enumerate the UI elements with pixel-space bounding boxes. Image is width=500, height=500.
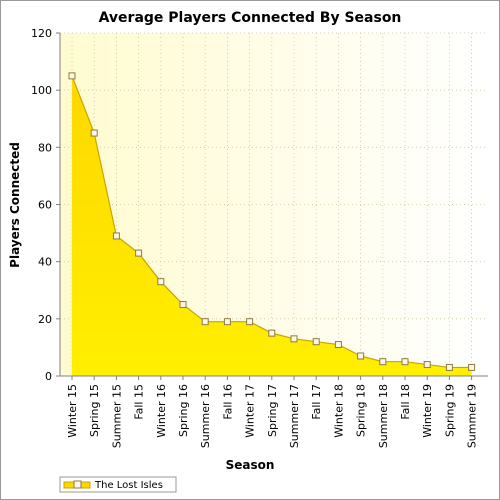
y-tick-label: 60 (38, 199, 52, 212)
data-point (135, 249, 143, 257)
data-point (334, 341, 342, 349)
data-point (246, 318, 254, 326)
data-point (157, 278, 165, 286)
data-point (90, 129, 98, 137)
x-tick-label: Winter 18 (332, 384, 345, 438)
x-tick-label: Fall 18 (399, 384, 412, 420)
x-axis-ticks: Winter 15 Spring 15 Summer 15 Fall 15 Winter… (66, 376, 479, 448)
data-point (445, 363, 453, 371)
y-axis-ticks: 0 20 40 60 80 100 120 (31, 27, 60, 383)
y-tick-label: 40 (38, 256, 52, 269)
x-tick-label: Summer 18 (377, 384, 390, 448)
legend-marker (73, 480, 82, 489)
x-tick-label: Spring 17 (266, 384, 279, 437)
series-area (72, 75, 472, 376)
x-tick-label: Spring 16 (177, 384, 190, 437)
x-tick-label: Fall 15 (133, 384, 146, 420)
x-tick-label: Summer 16 (199, 384, 212, 448)
x-tick-label: Winter 15 (66, 384, 79, 438)
series-markers (68, 72, 476, 371)
y-tick-label: 20 (38, 313, 52, 326)
legend-label: The Lost Isles (94, 480, 163, 491)
y-tick-label: 0 (45, 370, 52, 383)
data-point (423, 361, 431, 369)
data-point (223, 318, 231, 326)
data-point (112, 232, 120, 240)
x-tick-label: Spring 19 (443, 384, 456, 437)
chart-title: Average Players Connected By Season (99, 10, 402, 26)
x-tick-label: Fall 17 (310, 384, 323, 420)
x-tick-label: Summer 15 (110, 384, 123, 448)
y-tick-label: 120 (31, 27, 52, 40)
x-tick-label: Winter 16 (155, 384, 168, 438)
x-axis-label: Season (226, 458, 275, 472)
data-point (290, 335, 298, 343)
x-tick-label: Spring 18 (355, 384, 368, 437)
data-point (201, 318, 209, 326)
x-tick-label: Spring 15 (88, 384, 101, 437)
y-tick-label: 100 (31, 84, 52, 97)
x-tick-label: Winter 19 (421, 384, 434, 438)
data-point (379, 358, 387, 366)
y-tick-label: 80 (38, 141, 52, 154)
data-point (179, 301, 187, 309)
data-point (357, 352, 365, 360)
x-tick-label: Fall 16 (221, 384, 234, 420)
data-point (468, 363, 476, 371)
data-point (401, 358, 409, 366)
legend: The Lost Isles (59, 476, 177, 493)
gridlines (60, 32, 488, 376)
data-point (268, 329, 276, 337)
x-tick-label: Summer 19 (466, 384, 479, 448)
data-point (68, 72, 76, 80)
y-axis-label: Players Connected (8, 142, 22, 268)
data-point (312, 338, 320, 346)
x-tick-label: Summer 17 (288, 384, 301, 448)
x-tick-label: Winter 17 (244, 384, 257, 438)
